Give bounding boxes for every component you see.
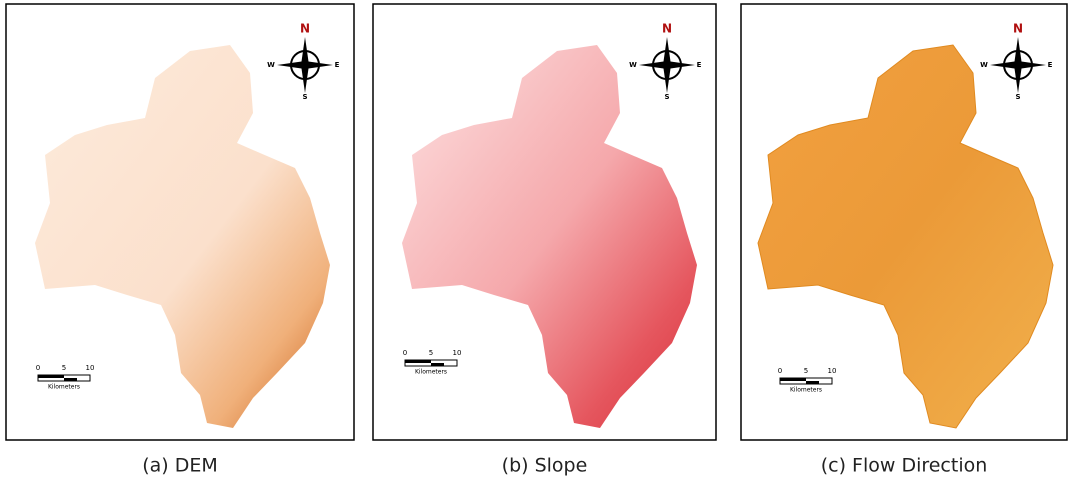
compass-n: N xyxy=(300,22,310,36)
caption: (a) DEM xyxy=(142,455,218,477)
scale-label: 5 xyxy=(62,364,66,372)
compass-e: E xyxy=(697,61,702,69)
scale-bar xyxy=(806,381,819,384)
compass-e: E xyxy=(335,61,340,69)
scale-label: 10 xyxy=(86,364,95,372)
scale-bar xyxy=(64,378,77,381)
compass-s: S xyxy=(302,93,307,101)
compass-w: W xyxy=(980,61,988,69)
caption: (b) Slope xyxy=(502,455,588,477)
caption: (c) Flow Direction xyxy=(821,455,988,477)
scale-unit: Kilometers xyxy=(790,387,822,394)
compass-e: E xyxy=(1048,61,1053,69)
scale-bar xyxy=(405,360,431,363)
figure: N W E S 0 5 10 Kilometers (a) DEM N W E S 0 5 10 Kilomet… xyxy=(0,0,1068,488)
compass-n: N xyxy=(662,22,672,36)
scale-label: 5 xyxy=(429,349,433,357)
compass-w: W xyxy=(629,61,637,69)
scale-bar xyxy=(431,363,444,366)
compass-s: S xyxy=(1015,93,1020,101)
scale-bar xyxy=(38,375,64,378)
compass-w: W xyxy=(267,61,275,69)
compass-s: S xyxy=(664,93,669,101)
scale-label: 0 xyxy=(778,367,782,375)
scale-label: 5 xyxy=(804,367,808,375)
scale-unit: Kilometers xyxy=(415,369,447,376)
scale-bar xyxy=(780,378,806,381)
scale-label: 10 xyxy=(828,367,837,375)
maps: N W E S 0 5 10 Kilometers (a) DEM N W E S 0 5 10 Kilomet… xyxy=(0,0,1068,488)
scale-unit: Kilometers xyxy=(48,384,80,391)
compass-n: N xyxy=(1013,22,1023,36)
scale-label: 10 xyxy=(453,349,462,357)
scale-label: 0 xyxy=(36,364,40,372)
scale-label: 0 xyxy=(403,349,407,357)
